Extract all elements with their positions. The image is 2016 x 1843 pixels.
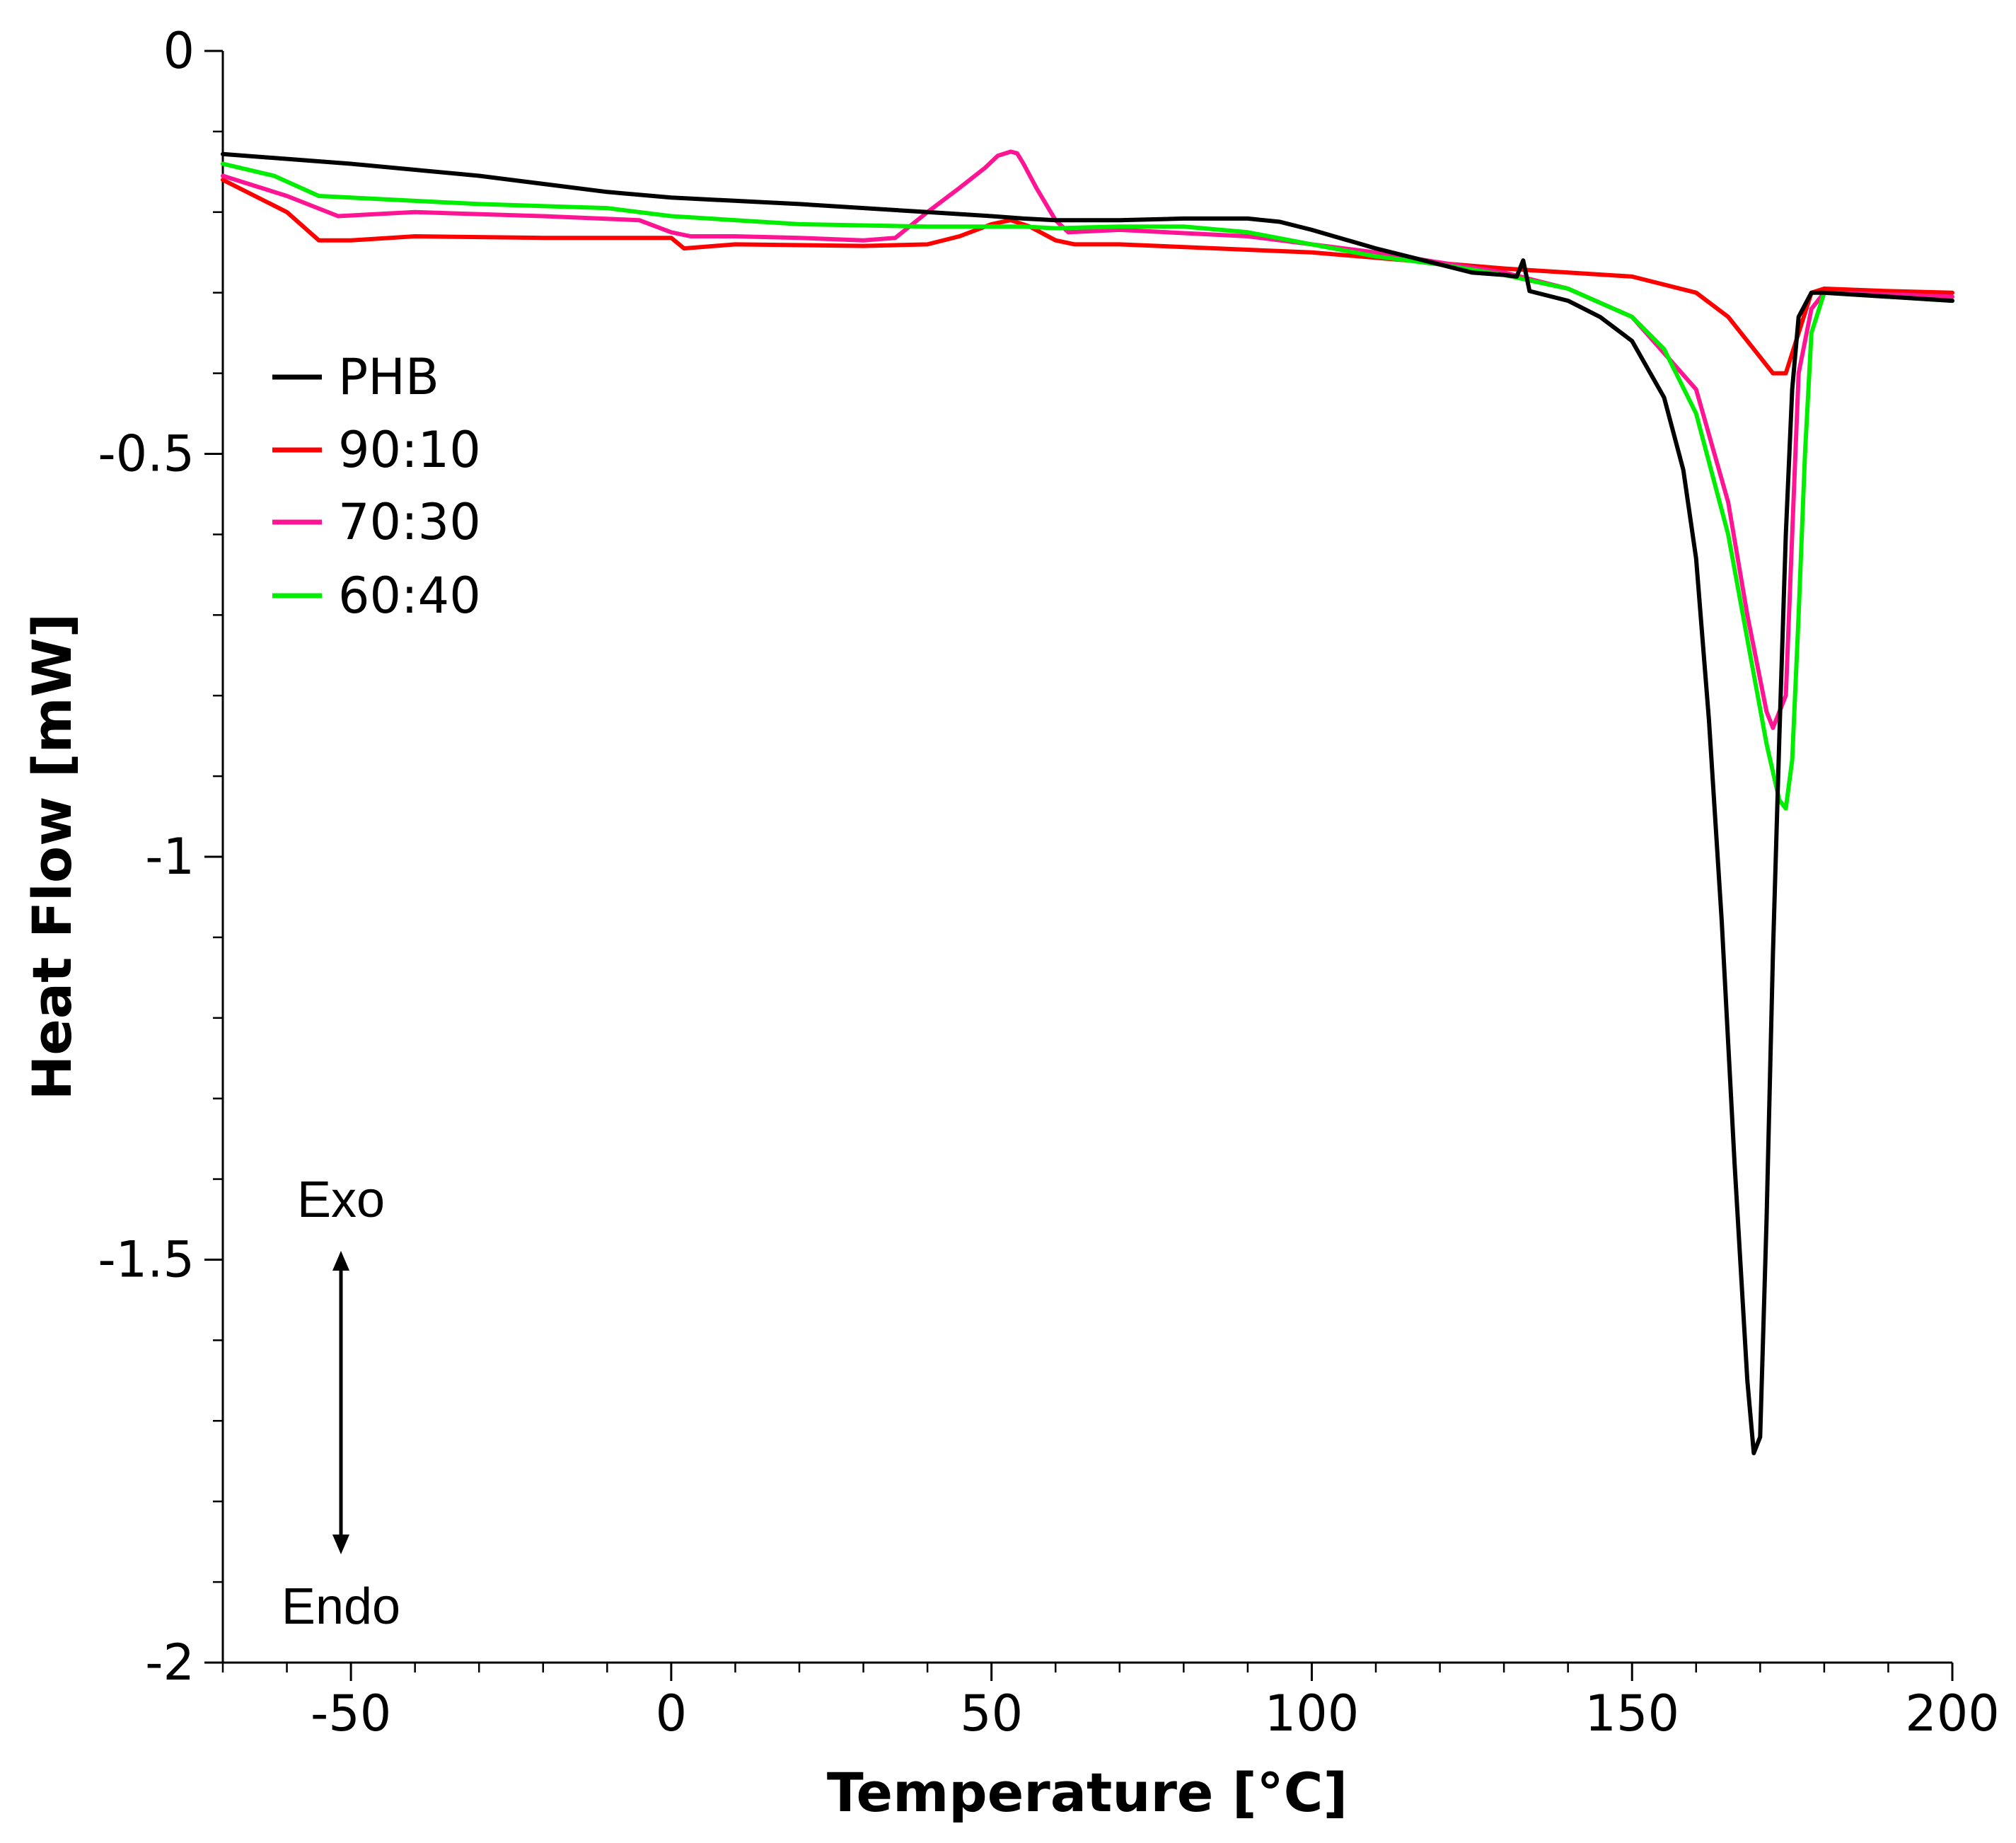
legend-label-90-10: 90:10 — [338, 421, 481, 479]
x-tick-label: 0 — [656, 1685, 688, 1743]
x-axis-title: Temperature [°C] — [827, 1761, 1348, 1824]
y-tick-label: -2 — [145, 1634, 195, 1692]
series-line-60-40 — [221, 161, 1954, 811]
x-tick-label: 100 — [1265, 1685, 1360, 1743]
x-tick-label: 200 — [1905, 1685, 2000, 1743]
tick-labels: -50 0 50 100 150 200 0 -0.5 -1 -1.5 -2 — [98, 22, 1999, 1743]
y-tick-label: 0 — [163, 22, 195, 80]
x-tick-label: 50 — [960, 1685, 1023, 1743]
series-layer — [221, 149, 1954, 1455]
legend-label-70-30: 70:30 — [338, 493, 481, 551]
ticks — [204, 50, 1954, 1681]
legend: PHB 90:10 70:30 60:40 — [272, 348, 481, 625]
y-tick-label: -0.5 — [98, 425, 195, 483]
exo-endo-indicator: Exo Endo — [282, 1172, 400, 1635]
endo-label: Endo — [282, 1578, 400, 1635]
arrow-down-icon — [332, 1535, 349, 1554]
series-line-90-10 — [221, 178, 1954, 376]
x-tick-label: -50 — [311, 1685, 391, 1743]
y-axis-title: Heat Flow [mW] — [21, 613, 83, 1101]
arrow-up-icon — [332, 1251, 349, 1271]
series-line-phb — [221, 151, 1954, 1455]
y-tick-label: -1 — [145, 828, 195, 886]
exo-label: Exo — [297, 1172, 385, 1228]
x-tick-label: 150 — [1585, 1685, 1679, 1743]
legend-label-60-40: 60:40 — [338, 567, 481, 625]
y-tick-label: -1.5 — [98, 1231, 195, 1289]
legend-label-phb: PHB — [338, 348, 439, 406]
